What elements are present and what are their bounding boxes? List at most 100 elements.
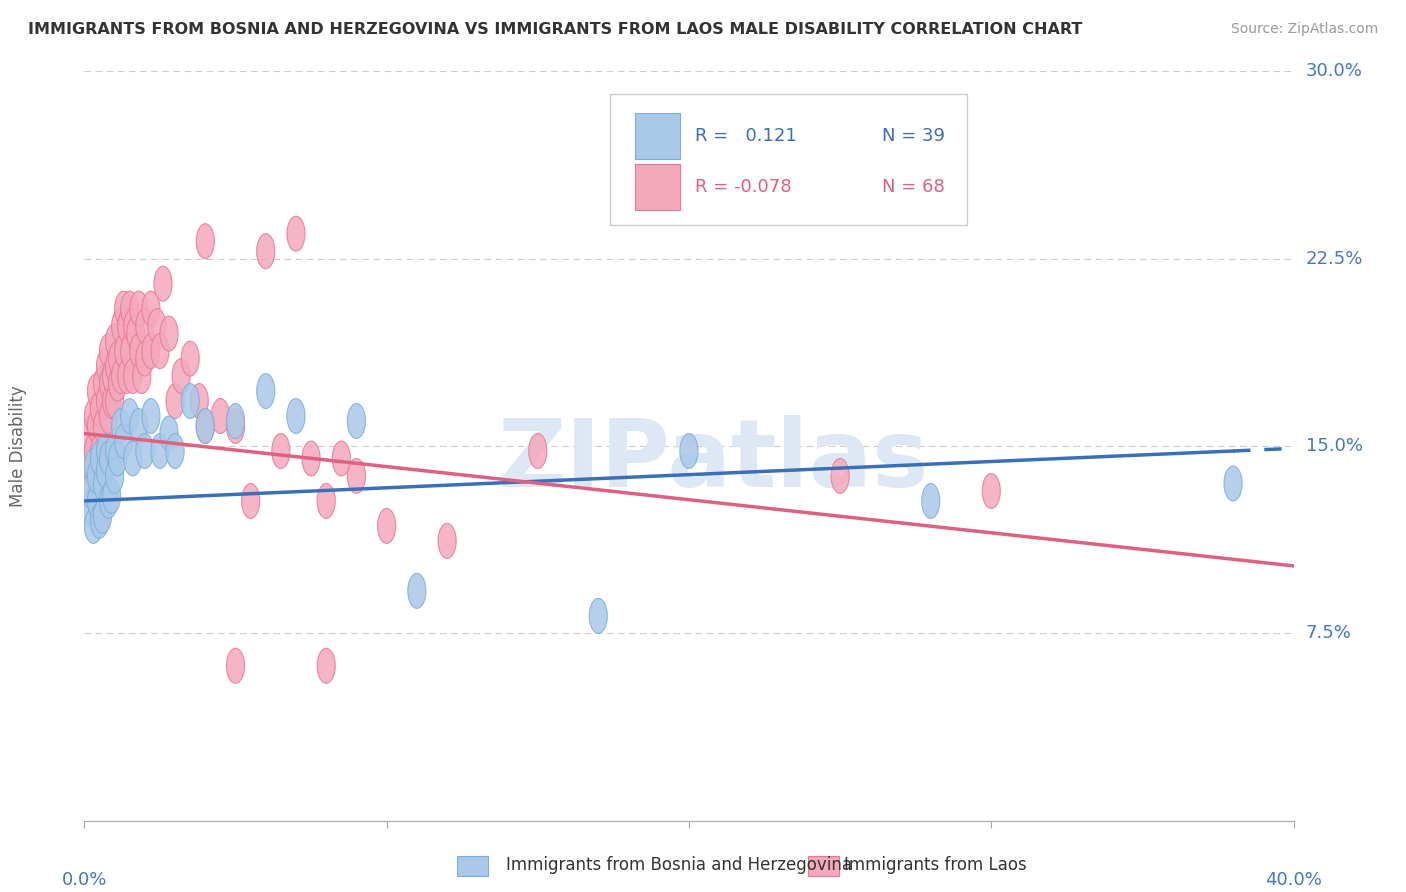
Ellipse shape <box>93 366 111 401</box>
Ellipse shape <box>332 441 350 476</box>
Ellipse shape <box>226 403 245 439</box>
Ellipse shape <box>87 409 105 443</box>
Ellipse shape <box>148 309 166 343</box>
Text: R =   0.121: R = 0.121 <box>695 127 797 145</box>
Ellipse shape <box>97 349 115 384</box>
Ellipse shape <box>129 334 148 368</box>
Ellipse shape <box>136 434 153 468</box>
Ellipse shape <box>529 434 547 468</box>
Ellipse shape <box>197 409 214 443</box>
Ellipse shape <box>111 409 129 443</box>
Ellipse shape <box>103 384 121 418</box>
Text: Source: ZipAtlas.com: Source: ZipAtlas.com <box>1230 22 1378 37</box>
Ellipse shape <box>150 334 169 368</box>
Ellipse shape <box>100 366 118 401</box>
Ellipse shape <box>100 483 118 518</box>
Ellipse shape <box>100 399 118 434</box>
Ellipse shape <box>105 434 124 468</box>
Ellipse shape <box>439 524 456 558</box>
Ellipse shape <box>181 341 200 376</box>
Ellipse shape <box>115 291 132 326</box>
Ellipse shape <box>103 478 121 514</box>
Ellipse shape <box>87 483 105 518</box>
Ellipse shape <box>97 384 115 418</box>
Ellipse shape <box>103 359 121 393</box>
Ellipse shape <box>142 334 160 368</box>
Ellipse shape <box>90 503 108 539</box>
Ellipse shape <box>347 458 366 493</box>
Ellipse shape <box>108 341 127 376</box>
Ellipse shape <box>589 599 607 633</box>
Ellipse shape <box>108 441 127 476</box>
Ellipse shape <box>124 309 142 343</box>
Ellipse shape <box>831 458 849 493</box>
Ellipse shape <box>111 309 129 343</box>
Ellipse shape <box>226 648 245 683</box>
Ellipse shape <box>105 384 124 418</box>
Ellipse shape <box>166 434 184 468</box>
Ellipse shape <box>118 309 136 343</box>
Ellipse shape <box>121 399 139 434</box>
Ellipse shape <box>153 266 172 301</box>
Text: IMMIGRANTS FROM BOSNIA AND HERZEGOVINA VS IMMIGRANTS FROM LAOS MALE DISABILITY C: IMMIGRANTS FROM BOSNIA AND HERZEGOVINA V… <box>28 22 1083 37</box>
Text: 7.5%: 7.5% <box>1306 624 1351 642</box>
Text: N = 39: N = 39 <box>883 127 945 145</box>
Text: 22.5%: 22.5% <box>1306 250 1362 268</box>
Text: R = -0.078: R = -0.078 <box>695 178 792 195</box>
Ellipse shape <box>166 384 184 418</box>
Ellipse shape <box>115 334 132 368</box>
Ellipse shape <box>84 449 103 483</box>
Ellipse shape <box>124 441 142 476</box>
Text: 15.0%: 15.0% <box>1306 437 1362 455</box>
Ellipse shape <box>347 403 366 439</box>
Ellipse shape <box>983 474 1000 508</box>
Text: 40.0%: 40.0% <box>1265 871 1322 888</box>
Ellipse shape <box>90 391 108 426</box>
Ellipse shape <box>82 449 100 483</box>
Ellipse shape <box>681 434 697 468</box>
FancyBboxPatch shape <box>634 112 681 159</box>
Ellipse shape <box>318 483 335 518</box>
Ellipse shape <box>79 458 97 493</box>
Ellipse shape <box>105 324 124 359</box>
Ellipse shape <box>129 409 148 443</box>
Ellipse shape <box>82 474 100 508</box>
Ellipse shape <box>922 483 939 518</box>
Ellipse shape <box>318 648 335 683</box>
Ellipse shape <box>142 291 160 326</box>
Ellipse shape <box>302 441 321 476</box>
Ellipse shape <box>197 409 214 443</box>
Text: 0.0%: 0.0% <box>62 871 107 888</box>
Ellipse shape <box>115 424 132 458</box>
Text: 30.0%: 30.0% <box>1306 62 1362 80</box>
Ellipse shape <box>211 399 229 434</box>
Ellipse shape <box>150 434 169 468</box>
Ellipse shape <box>90 441 108 476</box>
Ellipse shape <box>124 359 142 393</box>
Ellipse shape <box>90 434 108 468</box>
Ellipse shape <box>97 453 115 489</box>
Ellipse shape <box>79 491 97 526</box>
Ellipse shape <box>108 366 127 401</box>
Text: Male Disability: Male Disability <box>8 385 27 507</box>
Ellipse shape <box>100 334 118 368</box>
Ellipse shape <box>136 309 153 343</box>
Ellipse shape <box>118 359 136 393</box>
Ellipse shape <box>87 458 105 493</box>
Ellipse shape <box>87 374 105 409</box>
Ellipse shape <box>121 291 139 326</box>
Ellipse shape <box>136 341 153 376</box>
Ellipse shape <box>82 416 100 451</box>
Ellipse shape <box>257 234 274 268</box>
Ellipse shape <box>100 441 118 476</box>
Ellipse shape <box>127 316 145 351</box>
Ellipse shape <box>121 334 139 368</box>
Ellipse shape <box>181 384 200 418</box>
Ellipse shape <box>97 434 115 468</box>
Ellipse shape <box>105 349 124 384</box>
Ellipse shape <box>197 224 214 259</box>
Ellipse shape <box>93 409 111 443</box>
Ellipse shape <box>84 399 103 434</box>
Text: Immigrants from Bosnia and Herzegovina: Immigrants from Bosnia and Herzegovina <box>506 856 852 874</box>
Ellipse shape <box>132 359 150 393</box>
